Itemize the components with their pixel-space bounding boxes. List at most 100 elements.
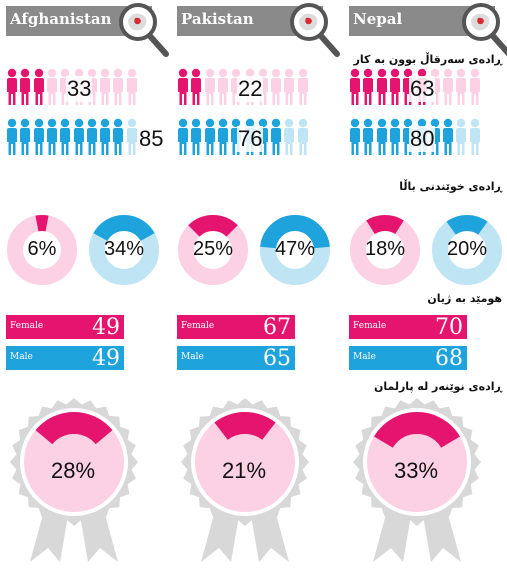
person-icon (217, 118, 229, 161)
country-name: Nepal (353, 10, 403, 28)
life-female-bar: Female 67 (177, 315, 295, 340)
country-column: Nepal 63 80 18% 20% Female 70 Male 68 33% (349, 0, 507, 575)
edu-male-donut-arc (260, 215, 330, 249)
parliament-value: 28% (50, 458, 96, 483)
edu-female-donut: 6% (6, 214, 78, 286)
life-male-bar-value: 68 (435, 346, 463, 371)
country-name: Afghanistan (10, 10, 112, 28)
person-icon (204, 68, 216, 111)
edu-male-donut: 47% (259, 214, 331, 286)
person-icon (6, 118, 18, 161)
edu-female-donut-value: 18% (364, 238, 406, 260)
person-icon (283, 118, 295, 161)
person-icon (270, 68, 282, 111)
work-male-row-value: 80 (409, 126, 436, 152)
life-female-bar: Female 49 (6, 315, 124, 340)
person-icon (469, 68, 481, 111)
person-icon (19, 68, 31, 111)
person-icon (190, 68, 202, 111)
edu-male-donut-value: 47% (274, 238, 316, 260)
person-icon (126, 118, 138, 161)
person-icon (33, 118, 45, 161)
edu-male-donut-arc (93, 215, 155, 242)
work-female-row: 22 (177, 68, 341, 108)
person-icon (376, 118, 388, 161)
work-male-row: 85 (6, 118, 170, 158)
parliament-rosette: 21% (179, 396, 319, 566)
person-icon (177, 118, 189, 161)
parliament-rosette: 28% (8, 396, 148, 566)
person-icon (455, 118, 467, 161)
life-female-bar-label: Female (353, 321, 387, 331)
person-icon (112, 68, 124, 111)
edu-female-donut-value: 6% (27, 238, 57, 260)
person-icon (362, 68, 374, 111)
country-name: Pakistan (181, 10, 254, 28)
life-female-bar-value: 67 (263, 315, 291, 340)
person-icon (270, 118, 282, 161)
work-female-row-value: 63 (409, 76, 436, 102)
work-male-row-value: 85 (138, 126, 165, 152)
person-icon (99, 68, 111, 111)
country-header: Pakistan (177, 3, 340, 57)
person-icon (19, 118, 31, 161)
person-icon (297, 68, 309, 111)
edu-male-donut: 34% (88, 214, 160, 286)
life-female-bar-value: 49 (92, 315, 120, 340)
life-male-bar-value: 49 (92, 346, 120, 371)
magnifier-map-icon (290, 3, 340, 57)
person-icon (376, 68, 388, 111)
edu-female-donut: 18% (349, 214, 421, 286)
person-icon (86, 118, 98, 161)
person-icon (177, 68, 189, 111)
work-male-row-value: 76 (237, 126, 264, 152)
label-higher-education: ڕادەی خوێندنی باڵا (399, 180, 502, 193)
country-header: Afghanistan (6, 3, 169, 57)
country-column: Afghanistan 33 85 6% 34% Female 49 Male 49 28% (6, 0, 170, 575)
person-icon (73, 118, 85, 161)
country-column: Pakistan 22 76 25% 47% Female 67 Male 65 21% (177, 0, 341, 575)
magnifier-map-icon (119, 3, 169, 57)
life-female-bar-label: Female (10, 321, 44, 331)
person-icon (190, 118, 202, 161)
edu-female-donut-arc (188, 215, 238, 237)
edu-female-donut: 25% (177, 214, 249, 286)
person-icon (99, 118, 111, 161)
person-icon (46, 118, 58, 161)
label-parliament: ڕادەی نوێنەر لە پارلمان (373, 380, 502, 393)
person-icon (442, 118, 454, 161)
person-icon (297, 118, 309, 161)
edu-male-donut-arc (446, 215, 488, 235)
person-icon (389, 118, 401, 161)
person-icon (283, 68, 295, 111)
person-icon (469, 118, 481, 161)
life-male-bar-label: Male (181, 352, 204, 362)
person-icon (33, 68, 45, 111)
life-male-bar: Male 65 (177, 346, 295, 371)
person-icon (349, 68, 361, 111)
life-male-bar-label: Male (10, 352, 33, 362)
life-male-bar-value: 65 (263, 346, 291, 371)
person-icon (126, 68, 138, 111)
parliament-arc (374, 412, 460, 448)
person-icon (46, 68, 58, 111)
label-life-expectancy: هومێد بە ژیان (427, 292, 502, 305)
life-female-bar-value: 70 (435, 315, 463, 340)
person-icon (442, 68, 454, 111)
parliament-arc (214, 412, 276, 440)
edu-male-donut: 20% (431, 214, 503, 286)
person-icon (112, 118, 124, 161)
work-female-row: 33 (6, 68, 170, 108)
person-icon (455, 68, 467, 111)
parliament-value: 21% (221, 458, 267, 483)
work-male-row: 80 (349, 118, 507, 158)
person-icon (362, 118, 374, 161)
label-work: ڕادەی سەرقاڵ بوون بە کار (353, 53, 502, 66)
person-icon (217, 68, 229, 111)
life-male-bar: Male 49 (6, 346, 124, 371)
parliament-arc (35, 412, 113, 445)
parliament-value: 33% (393, 458, 439, 483)
country-header: Nepal (349, 3, 507, 57)
edu-female-donut-value: 25% (192, 238, 234, 260)
edu-female-donut-arc (366, 215, 404, 235)
